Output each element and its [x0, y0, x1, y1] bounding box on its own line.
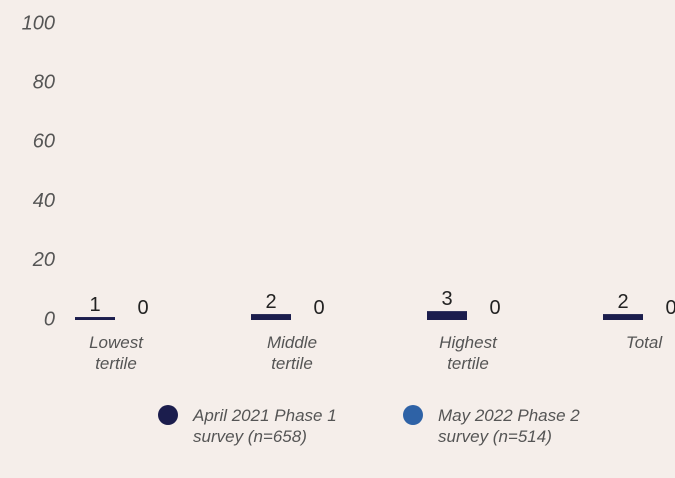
x-tick-label: Lowest tertile — [89, 333, 143, 373]
bar — [427, 311, 467, 320]
data-label: 0 — [137, 297, 148, 319]
y-tick-label: 100 — [22, 12, 55, 34]
legend-swatch — [403, 405, 423, 425]
y-tick-label: 20 — [32, 249, 55, 271]
legend-label: May 2022 Phase 2 survey (n=514) — [438, 406, 580, 446]
x-tick-label: Middle tertile — [266, 333, 318, 373]
y-tick-label: 80 — [33, 71, 55, 93]
y-tick-label: 60 — [33, 131, 55, 153]
data-label: 2 — [617, 291, 628, 313]
x-tick-label: Highest tertile — [439, 333, 497, 373]
legend-label: April 2021 Phase 1 survey (n=658) — [193, 406, 337, 446]
bar — [75, 317, 115, 320]
data-label: 1 — [89, 294, 100, 316]
data-label: 0 — [489, 297, 500, 319]
data-label: 0 — [665, 297, 675, 319]
x-tick-label: Total — [625, 333, 663, 352]
legend-swatch — [158, 405, 178, 425]
bar — [603, 314, 643, 320]
data-label: 3 — [441, 288, 452, 310]
y-tick-label: 40 — [33, 190, 55, 212]
data-label: 0 — [313, 297, 324, 319]
y-tick-label: 0 — [44, 308, 55, 330]
data-label: 2 — [265, 291, 276, 313]
bar — [251, 314, 291, 320]
